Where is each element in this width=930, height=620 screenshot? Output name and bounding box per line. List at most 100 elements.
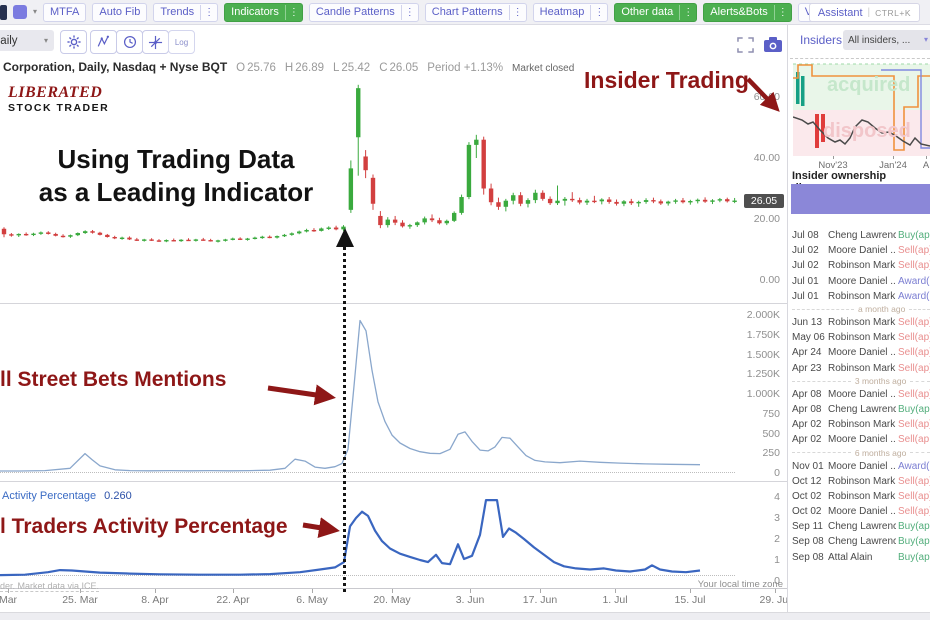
logo-line1: LIBERATED	[8, 84, 103, 101]
insider-transaction-row[interactable]: Jul 02 Robinson Mark ...Sell(ap)	[792, 258, 930, 273]
toolbar-button-indicators[interactable]: Indicators ⋮	[224, 2, 303, 22]
insider-ownership-chart[interactable]: acquired disposed	[792, 62, 930, 158]
price-tick-20.00: 20.00	[753, 213, 780, 225]
toolbar-button-alerts-bots[interactable]: Alerts&Bots ⋮	[703, 2, 792, 22]
activity-current-baseline	[0, 575, 735, 576]
activity-percentage-chart[interactable]	[0, 483, 787, 588]
wsb-tick-1.000K: 1.000K	[746, 388, 780, 400]
main-price-chart[interactable]	[0, 75, 787, 303]
time-tick-mark	[775, 589, 776, 593]
insider-axis-label: Jan'24	[879, 160, 907, 171]
activity-tick-2: 2	[774, 533, 780, 545]
insider-transaction-row[interactable]: Sep 11 Cheng LawrenceBuy(ap	[792, 519, 930, 534]
insider-transaction-row[interactable]: Oct 02 Moore Daniel ... Sell(ap)	[792, 504, 930, 519]
toolbar-button-mtfa[interactable]: MTFA	[43, 2, 87, 22]
timeframe-dropdown[interactable]: Daily ▾	[0, 30, 54, 51]
time-tick-label: 17. Jun	[522, 594, 558, 606]
assistant-label: Assistant	[817, 6, 863, 19]
insider-name: Robinson Mark ...	[828, 317, 896, 329]
time-tick-mark	[8, 589, 9, 593]
insider-transaction-row[interactable]: Apr 23 Robinson Mark ...Sell(ap)	[792, 361, 930, 376]
button-menu-icon[interactable]: ⋮	[400, 4, 418, 20]
transaction-action: Sell(ap)	[898, 245, 930, 257]
insiders-filter-value: All insiders, ...	[848, 34, 911, 46]
button-menu-icon[interactable]: ⋮	[284, 4, 302, 20]
transaction-action: Buy(ap	[898, 230, 930, 242]
insider-name: Moore Daniel ...	[828, 506, 896, 518]
screenshot-button[interactable]	[763, 36, 783, 53]
transaction-date: Oct 02	[792, 490, 822, 502]
insider-axis-label: Nov'23	[818, 160, 848, 171]
insider-transaction-row[interactable]: Sep 08 Cheng LawrenceBuy(ap	[792, 534, 930, 549]
insider-transaction-row[interactable]: Jul 01 Moore Daniel ... Award(	[792, 274, 930, 289]
feed-time-separator: a month ago	[792, 304, 930, 315]
insider-transaction-row[interactable]: Apr 24 Moore Daniel ... Sell(ap)	[792, 345, 930, 360]
insider-transaction-row[interactable]: Oct 02 Robinson Mark ...Sell(ap)	[792, 489, 930, 504]
assistant-button[interactable]: Assistant | CTRL+K	[808, 3, 920, 22]
toolbar-button-chart-patterns[interactable]: Chart Patterns ⋮	[424, 2, 527, 22]
sessions-tool-button[interactable]	[116, 30, 143, 54]
button-menu-icon[interactable]: ⋮	[508, 4, 526, 20]
button-menu-icon[interactable]: ⋮	[773, 4, 791, 20]
log-scale-toggle[interactable]: Log	[168, 30, 195, 54]
insiders-filter-dropdown[interactable]: All insiders, ... ▾	[843, 30, 930, 50]
bottom-scrollbar-strip[interactable]	[0, 612, 930, 620]
insider-name: Robinson Mark ...	[828, 475, 896, 487]
transaction-action: Sell(ap)	[898, 506, 930, 518]
insider-transaction-row[interactable]: Apr 02 Moore Daniel ... Sell(ap	[792, 432, 930, 447]
time-tick-mark	[155, 589, 156, 593]
insider-transaction-row[interactable]: Jul 08 Cheng LawrenceBuy(ap	[792, 228, 930, 243]
toolbar-button-auto-fib[interactable]: Auto Fib	[92, 2, 148, 22]
time-axis[interactable]: Mar 25. Mar 8. Apr 22. Apr 6. May 20. May 3. J…	[0, 588, 790, 613]
fullscreen-button[interactable]	[737, 37, 754, 53]
insider-transaction-row[interactable]: Jul 02 Moore Daniel ... Sell(ap)	[792, 243, 930, 258]
insider-name: Robinson Mark ...	[828, 490, 896, 502]
transaction-date: Sep 08	[792, 551, 824, 563]
raindrop-tool-button[interactable]	[90, 30, 117, 54]
insider-transaction-row[interactable]: Jul 01 Robinson Mark ...Award(	[792, 289, 930, 304]
feed-separator-label: 6 months ago	[854, 447, 907, 458]
toolbar-button-label: Chart Patterns	[431, 6, 503, 18]
insider-diagram-legend-block[interactable]	[791, 184, 930, 214]
toolbar-button-heatmap[interactable]: Heatmap ⋮	[532, 2, 609, 22]
insiders-panel: Insiders All insiders, ... ▾ acquired di…	[788, 24, 930, 612]
insider-transaction-row[interactable]: Apr 08 Moore Daniel ... Sell(ap)	[792, 387, 930, 402]
panel-divider-1	[0, 303, 787, 304]
transaction-action: Award(	[898, 460, 930, 472]
time-tick-label: 29. Jul	[759, 594, 791, 606]
activity-indicator-label: Activity Percentage 0.260	[2, 490, 132, 502]
transaction-action: Sell(ap)	[898, 475, 930, 487]
time-tick-label: Mar	[0, 594, 18, 606]
button-menu-icon[interactable]: ⋮	[200, 4, 217, 20]
insider-transaction-row[interactable]: Jun 13 Robinson Mark ...Sell(ap)	[792, 315, 930, 330]
top-toolbar: ▾ MTFA Auto Fib Trends ⋮ Indicators ⋮ Candle P…	[0, 0, 930, 25]
toolbar-button-trends[interactable]: Trends ⋮	[153, 2, 219, 22]
price-tick-40.00: 40.00	[753, 152, 780, 164]
transaction-date: Sep 08	[792, 536, 824, 548]
activity-tick-0: 0	[774, 575, 780, 587]
insider-transaction-row[interactable]: Nov 01 Moore Daniel ... Award(	[792, 458, 930, 473]
transaction-date: Apr 08	[792, 388, 822, 400]
time-tick-label: 20. May	[373, 594, 411, 606]
chart-settings-button[interactable]	[60, 30, 87, 54]
toolbar-button-candle-patterns[interactable]: Candle Patterns ⋮	[308, 2, 419, 22]
insider-name: Moore Daniel ...	[828, 275, 896, 287]
time-tick-mark	[392, 589, 393, 593]
insider-transaction-row[interactable]: Apr 08 Cheng LawrenceBuy(ap	[792, 402, 930, 417]
insider-transaction-row[interactable]: Oct 12 Robinson Mark ...Sell(ap)	[792, 474, 930, 489]
button-menu-icon[interactable]: ⋮	[679, 4, 696, 20]
crosshair-tool-button[interactable]	[142, 30, 169, 54]
button-menu-icon[interactable]: ⋮	[590, 4, 607, 20]
transaction-date: Sep 11	[792, 521, 823, 533]
insider-transaction-row[interactable]: Apr 02 Robinson Mark ...Sell(ap)	[792, 417, 930, 432]
color-swatch-button[interactable]	[13, 5, 27, 19]
right-panel-divider	[787, 24, 788, 620]
toolbar-button-label: MTFA	[50, 6, 80, 18]
wsb-mentions-chart[interactable]	[0, 305, 787, 481]
insider-transaction-row[interactable]: Sep 08 Attal Alain Buy(ap	[792, 550, 930, 565]
toolbar-button-other-data[interactable]: Other data ⋮	[614, 2, 698, 22]
time-tick-label: 8. Apr	[141, 594, 169, 606]
timezone-note[interactable]: Your local time zone	[697, 579, 783, 590]
